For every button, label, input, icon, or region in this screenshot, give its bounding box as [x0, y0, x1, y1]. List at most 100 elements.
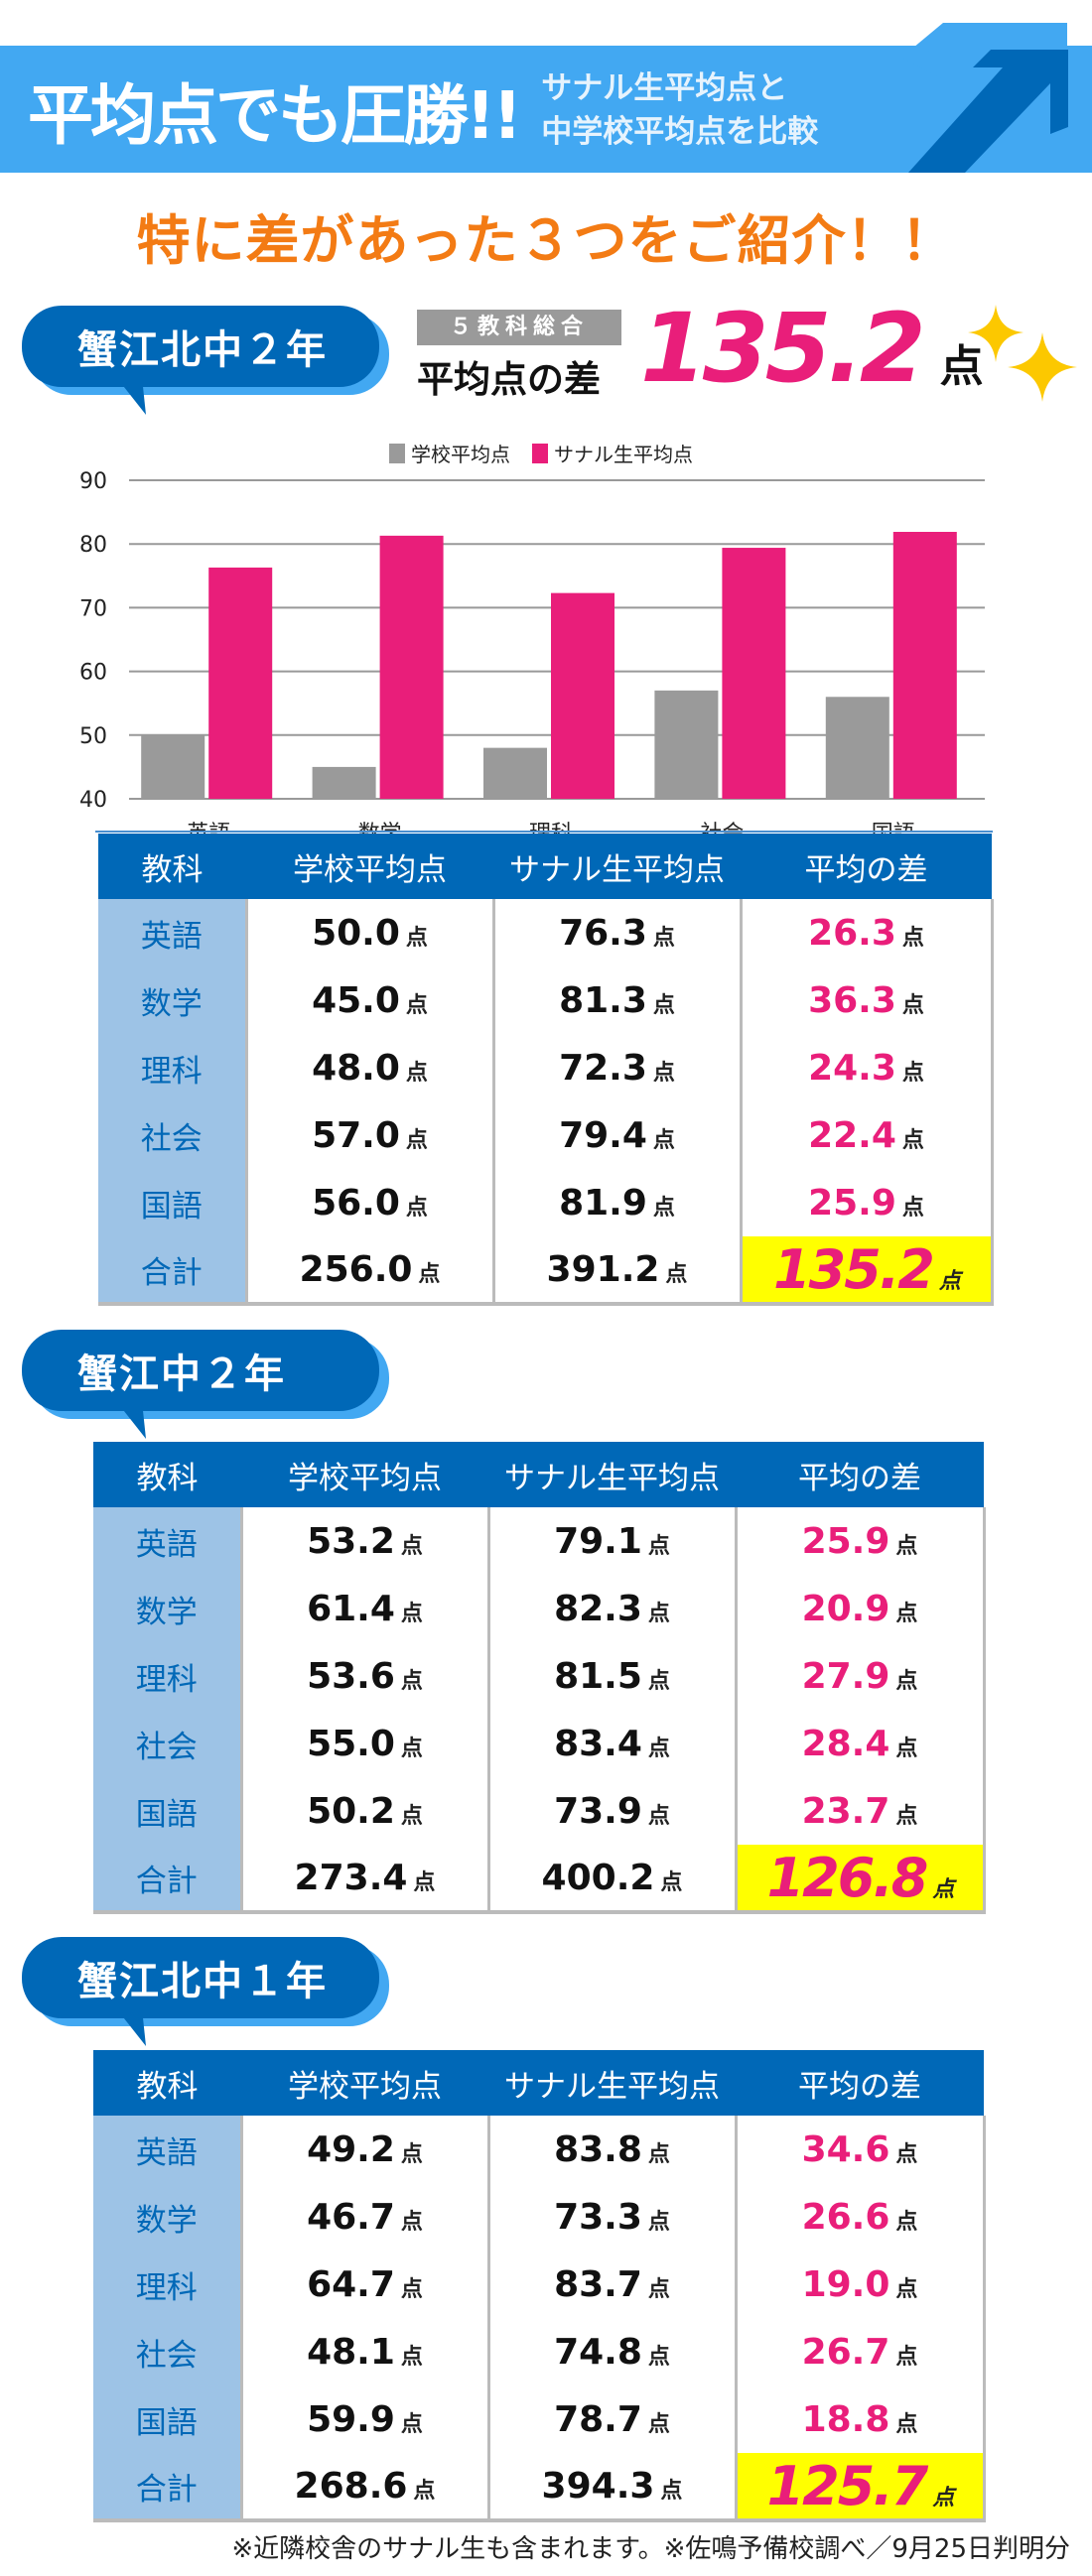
subject-cell: 英語: [93, 1507, 241, 1575]
table-row: 合計 273.4 点 400.2 点 126.8 点: [93, 1845, 986, 1914]
school-average-cell: 48.0 点: [244, 1034, 493, 1101]
average-difference-cell: 26.7 点: [734, 2318, 986, 2385]
table-row: 英語 50.0 点 76.3 点 26.3 点: [98, 899, 994, 966]
unit-label: 点: [895, 2411, 918, 2437]
unit-label: 点: [400, 1803, 423, 1829]
score-value: 27.9: [801, 1655, 890, 1697]
sanaru-average-cell: 82.3 点: [486, 1575, 736, 1642]
score-value: 26.7: [801, 2331, 890, 2373]
table-header: 教科 学校平均点 サナル生平均点 平均の差: [93, 1442, 984, 1507]
school-average-cell: 45.0 点: [244, 966, 493, 1034]
unit-label: 点: [895, 1803, 918, 1829]
score-value: 61.4: [307, 1588, 395, 1629]
school-average-cell: 55.0 点: [239, 1710, 488, 1777]
column-header: 学校平均点: [241, 1442, 488, 1507]
school-name: 蟹江北中１年: [22, 1937, 379, 2018]
subject-cell: 数学: [98, 966, 246, 1034]
score-value: 20.9: [801, 1588, 890, 1629]
unit-label: 点: [647, 1736, 670, 1761]
unit-label: 点: [647, 2141, 670, 2167]
score-table-3: 教科 学校平均点 サナル生平均点 平均の差 英語 49.2 点 83.8 点 34.6 点数学 46.…: [93, 2050, 986, 2522]
summary-label: 平均点の差: [417, 358, 601, 401]
unit-label: 点: [895, 1533, 918, 1559]
table-row: 国語 59.9 点 78.7 点 18.8 点: [93, 2385, 986, 2453]
table-row: 社会 48.1 点 74.8 点 26.7 点: [93, 2318, 986, 2385]
average-difference-cell: 23.7 点: [734, 1777, 986, 1845]
summary-unit: 点: [939, 341, 984, 392]
score-value: 391.2: [546, 1248, 660, 1290]
sparkle-icon: [968, 305, 1077, 402]
score-value: 46.7: [307, 2196, 395, 2238]
score-value: 48.1: [307, 2331, 395, 2373]
column-header: サナル生平均点: [488, 2050, 736, 2116]
school-average-cell: 59.9 点: [239, 2385, 488, 2453]
bar-school: [312, 766, 376, 799]
score-value: 73.3: [554, 2196, 642, 2238]
subject-cell: 国語: [98, 1169, 246, 1236]
school-average-cell: 48.1 点: [239, 2318, 488, 2385]
subject-cell: 英語: [93, 2116, 241, 2183]
school-label-bubble-2: 蟹江中２年: [22, 1330, 389, 1439]
unit-label: 点: [400, 2344, 423, 2370]
score-value: 57.0: [312, 1114, 400, 1156]
table-row: 英語 49.2 点 83.8 点 34.6 点: [93, 2116, 986, 2183]
sanaru-average-cell: 73.9 点: [486, 1777, 736, 1845]
column-header: 平均の差: [736, 2050, 984, 2116]
unit-label: 点: [405, 925, 428, 951]
unit-label: 点: [932, 1876, 954, 1902]
table-row: 数学 45.0 点 81.3 点 36.3 点: [98, 966, 994, 1034]
sanaru-average-cell: 74.8 点: [486, 2318, 736, 2385]
average-difference-cell: 26.3 点: [739, 899, 994, 966]
summary-value: 135.2: [640, 293, 926, 404]
score-value: 25.9: [801, 1520, 890, 1562]
bar-sanaru: [379, 535, 444, 799]
score-value: 25.9: [808, 1182, 896, 1224]
table-row: 合計 268.6 点 394.3 点 125.7 点: [93, 2453, 986, 2522]
average-difference-cell: 19.0 点: [734, 2251, 986, 2318]
subject-cell: 社会: [93, 1710, 241, 1777]
unit-label: 点: [400, 2276, 423, 2302]
score-value: 72.3: [559, 1047, 647, 1089]
unit-label: 点: [400, 1668, 423, 1694]
score-value: 19.0: [801, 2263, 890, 2305]
average-difference-cell: 27.9 点: [734, 1642, 986, 1710]
table-header: 教科 学校平均点 サナル生平均点 平均の差: [98, 834, 992, 899]
sanaru-average-cell: 83.7 点: [486, 2251, 736, 2318]
unit-label: 点: [932, 2485, 954, 2511]
unit-label: 点: [647, 2411, 670, 2437]
column-header: 平均の差: [736, 1442, 984, 1507]
average-difference-cell: 36.3 点: [739, 966, 994, 1034]
average-difference-cell: 18.8 点: [734, 2385, 986, 2453]
table-row: 数学 46.7 点 73.3 点 26.6 点: [93, 2183, 986, 2251]
legend-label: 学校平均点: [411, 443, 510, 466]
up-arrow-icon: [901, 23, 1068, 173]
subject-cell: 合計: [93, 2453, 241, 2522]
sanaru-average-cell: 79.4 点: [491, 1101, 741, 1169]
score-value: 256.0: [299, 1248, 413, 1290]
sanaru-average-cell: 81.9 点: [491, 1169, 741, 1236]
unit-label: 点: [895, 1601, 918, 1626]
footnote: ※近隣校舎のサナル生も含まれます。※佐鳴予備校調べ／9月25日判明分: [231, 2534, 1070, 2564]
score-value: 53.6: [307, 1655, 395, 1697]
average-difference-cell: 34.6 点: [734, 2116, 986, 2183]
unit-label: 点: [647, 1803, 670, 1829]
banner-title: 平均点でも圧勝!!: [28, 77, 522, 154]
school-average-cell: 46.7 点: [239, 2183, 488, 2251]
score-value: 394.3: [541, 2465, 655, 2507]
sanaru-average-cell: 81.5 点: [486, 1642, 736, 1710]
score-value: 18.8: [801, 2398, 890, 2440]
sanaru-average-cell: 391.2 点: [491, 1236, 741, 1306]
column-header: 学校平均点: [241, 2050, 488, 2116]
score-table-1: 教科 学校平均点 サナル生平均点 平均の差 英語 50.0 点 76.3 点 26.3 点数学 45.…: [98, 834, 994, 1306]
school-average-cell: 49.2 点: [239, 2116, 488, 2183]
sanaru-average-cell: 83.8 点: [486, 2116, 736, 2183]
unit-label: 点: [895, 1668, 918, 1694]
y-tick-label: 40: [79, 788, 107, 813]
school-name: 蟹江中２年: [22, 1330, 379, 1411]
unit-label: 点: [895, 2276, 918, 2302]
bar-school: [654, 690, 719, 799]
bar-school: [483, 747, 547, 799]
subtitle-line-2: 中学校平均点を比較: [541, 114, 819, 150]
table-row: 理科 64.7 点 83.7 点 19.0 点: [93, 2251, 986, 2318]
bar-sanaru: [551, 592, 614, 799]
